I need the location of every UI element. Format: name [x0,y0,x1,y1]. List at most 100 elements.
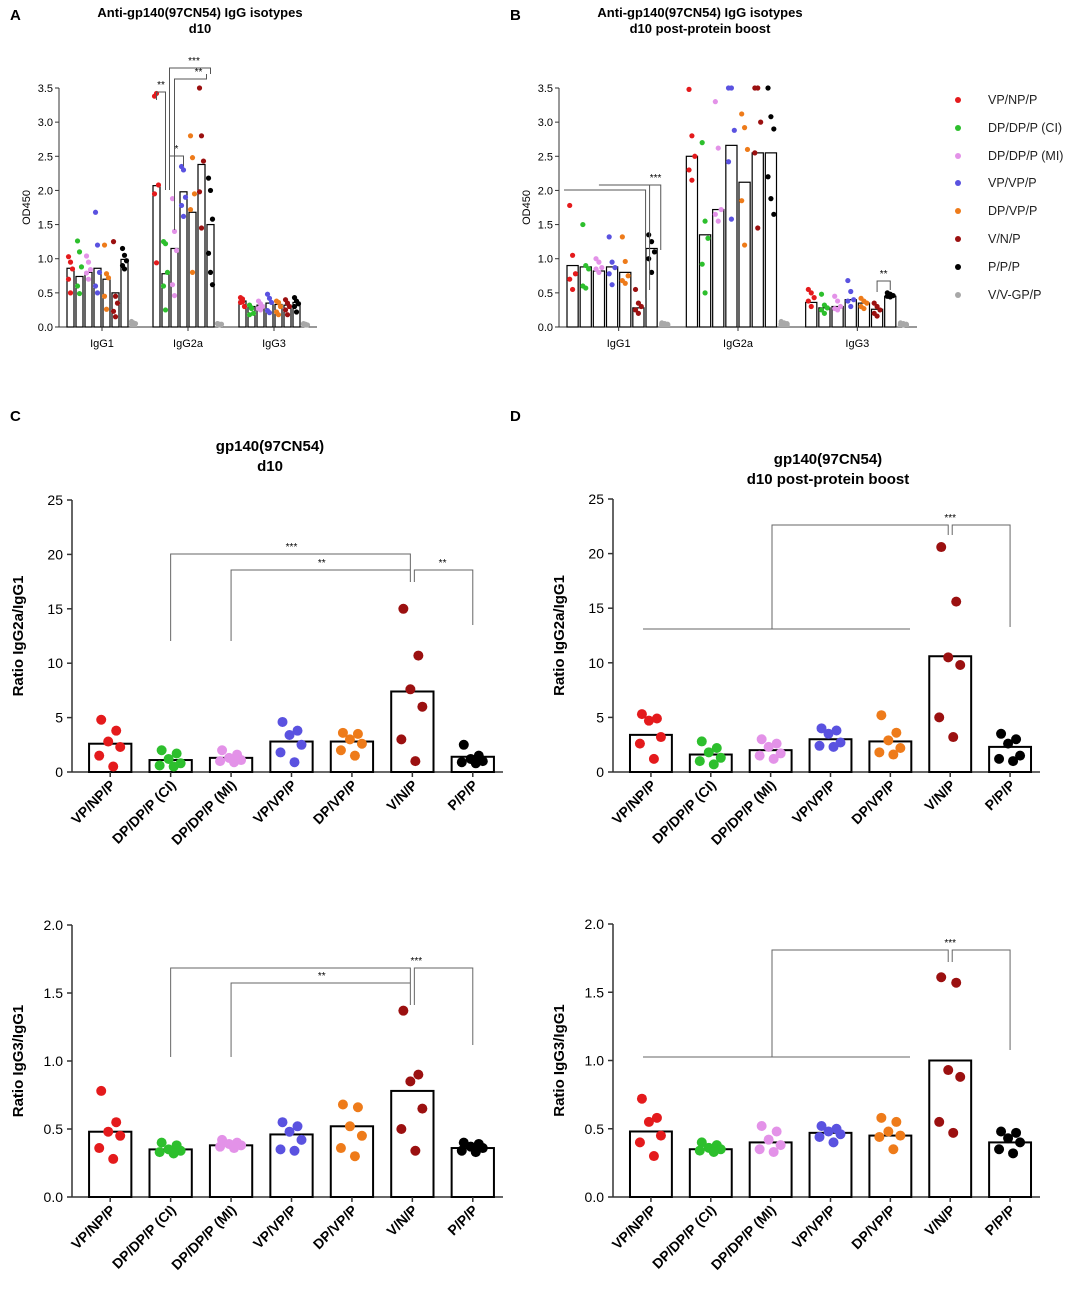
data-point [876,1112,887,1123]
data-point [110,239,117,245]
data-point [763,741,774,752]
data-point [295,301,302,307]
legend-marker [955,152,961,159]
data-point [284,730,295,741]
data-point [569,252,576,258]
data-point [182,194,189,200]
data-point [739,111,745,117]
data-point [936,972,947,983]
data-point [169,282,176,288]
data-point [765,174,771,180]
data-point [951,596,962,607]
data-point [284,1126,295,1137]
data-point [291,303,298,310]
data-point [715,145,721,151]
data-point [115,741,126,752]
data-point [241,303,248,310]
data-point [728,216,735,222]
data-point [895,1130,906,1141]
y-tick-label: 1.0 [585,1053,605,1069]
data-point [302,322,309,328]
data-point [67,259,74,265]
data-point [874,747,885,758]
data-point [816,723,827,734]
data-point [78,264,85,270]
chart-title: gp140(97CN54) [216,438,324,455]
data-point [725,159,732,165]
data-point [808,303,814,310]
y-tick-label: 0 [596,764,604,780]
data-point [266,295,273,301]
data-point [814,740,825,751]
bar [738,181,751,328]
data-point [96,269,103,275]
y-tick-label: 2.0 [38,185,53,197]
bar [450,1147,495,1199]
data-point [162,307,169,313]
data-point [191,191,198,197]
data-point [636,1093,647,1104]
significance-bracket [951,524,1011,627]
data-point [708,759,719,770]
data-point [699,261,705,267]
data-point [405,1076,416,1087]
data-point [216,322,223,328]
data-point [635,300,642,306]
data-point [828,1137,839,1148]
y-tick-label: 0.5 [44,1121,64,1137]
data-point [821,310,828,316]
data-point [215,756,226,767]
data-point [781,320,787,327]
data-point [207,269,214,275]
data-point [296,1134,307,1145]
significance-bracket [413,967,474,1045]
chart-subtitle: d10 post-protein boost [747,471,910,488]
legend-item: DP/DP/P (CI) [955,120,1085,148]
data-point [824,305,830,311]
data-point [891,727,902,738]
legend-label: V/N/P [988,231,1021,246]
data-point [198,133,205,139]
y-tick-label: 2.0 [538,185,553,197]
data-point [834,307,841,313]
data-point [634,738,645,749]
legend-marker [955,97,961,103]
data-point [775,1140,786,1151]
bar [579,266,592,328]
chart-subtitle: d10 [189,21,211,36]
data-point [606,234,612,240]
data-point [246,312,253,318]
y-tick-label: 0.0 [538,322,553,334]
significance-bracket [170,967,411,1057]
bar [928,1059,973,1198]
data-point [955,1071,966,1082]
data-point [861,305,867,312]
significance-label: ** [157,80,165,91]
data-point [119,245,126,252]
y-tick-label: 2.0 [44,917,64,933]
x-tick-label: IgG1 [607,338,631,350]
data-point [74,238,81,244]
y-tick-label: 25 [588,491,604,507]
y-tick-label: 15 [47,601,63,617]
chart-subtitle: d10 [257,458,283,475]
data-point [994,1144,1005,1155]
data-point [702,218,708,224]
data-point [634,1137,645,1148]
data-point [229,757,240,768]
data-point [286,303,293,310]
y-tick-label: 0.0 [44,1189,64,1205]
data-point [708,1146,719,1157]
x-tick-label: IgG1 [90,338,114,350]
significance-bracket [771,949,949,1057]
legend-label: VP/VP/P [988,176,1037,191]
significance-bracket [876,280,891,292]
data-point [771,738,782,749]
data-point [877,307,883,313]
data-point [196,189,203,195]
data-point [101,293,108,299]
data-point [344,1121,355,1132]
data-point [646,232,652,238]
data-point [619,234,625,240]
data-point [955,659,966,670]
